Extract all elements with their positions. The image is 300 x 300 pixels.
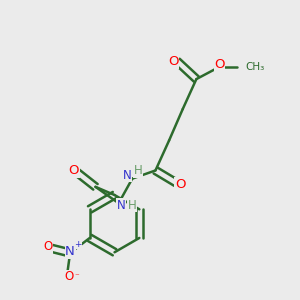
Text: N: N: [117, 199, 126, 212]
Text: O: O: [175, 178, 185, 190]
Text: O: O: [64, 270, 74, 283]
Text: +: +: [74, 240, 82, 249]
Text: ⁻: ⁻: [75, 272, 79, 281]
Text: N: N: [123, 169, 132, 182]
Text: H: H: [134, 164, 142, 178]
Text: O: O: [43, 240, 52, 253]
Text: CH₃: CH₃: [245, 62, 265, 72]
Text: H: H: [128, 199, 136, 212]
Text: N: N: [65, 245, 75, 258]
Text: O: O: [214, 58, 225, 71]
Text: O: O: [68, 164, 79, 177]
Text: O: O: [168, 55, 178, 68]
